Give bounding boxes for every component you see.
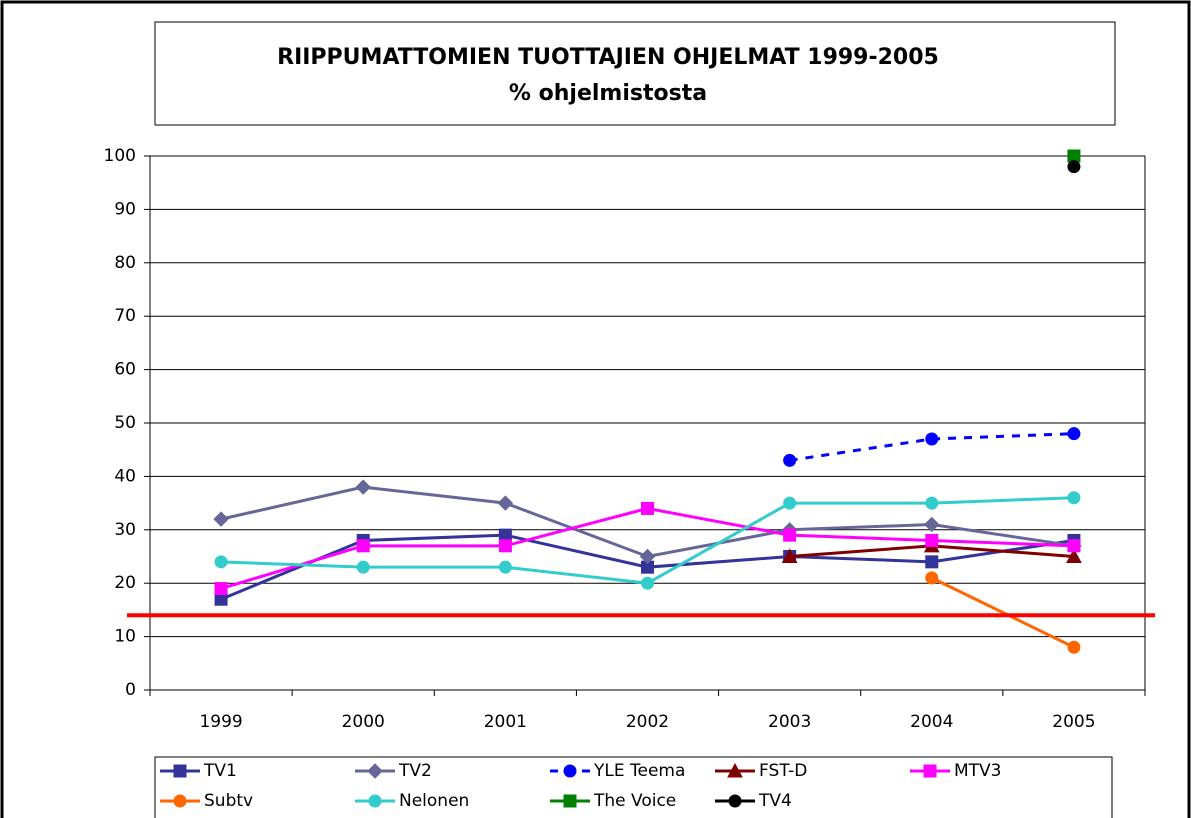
y-tick-label: 50	[114, 413, 136, 433]
x-tick-label: 2003	[768, 712, 811, 732]
legend-marker	[173, 764, 187, 778]
chart-title: RIIPPUMATTOMIEN TUOTTAJIEN OHJELMAT 1999…	[277, 45, 939, 70]
point	[924, 516, 940, 533]
point	[1066, 548, 1082, 563]
point	[214, 582, 228, 596]
point	[1067, 640, 1081, 654]
point	[783, 528, 797, 542]
y-tick-label: 30	[114, 520, 136, 540]
legend-box	[154, 756, 1113, 818]
point	[925, 571, 939, 585]
x-tick-label: 2005	[1052, 712, 1095, 732]
point	[925, 555, 939, 569]
point	[214, 555, 228, 569]
point	[925, 496, 939, 510]
point	[498, 560, 512, 574]
legend-marker	[727, 762, 743, 778]
point	[1067, 427, 1081, 441]
y-tick-label: 20	[114, 573, 136, 593]
y-tick-label: 90	[114, 199, 136, 219]
legend-label: TV1	[203, 761, 237, 781]
legend-marker	[368, 794, 382, 808]
point	[639, 548, 656, 565]
chart-subtitle: % ohjelmistosta	[509, 81, 707, 106]
x-tick-label: 2004	[910, 712, 953, 732]
legend-label: MTV3	[954, 761, 1002, 781]
y-tick-label: 70	[114, 306, 136, 326]
legend-marker	[563, 794, 577, 808]
y-tick-label: 60	[114, 360, 136, 380]
legend-label: Subtv	[204, 791, 253, 811]
y-tick-label: 40	[114, 466, 136, 486]
legend-marker	[563, 764, 577, 778]
series-line	[220, 506, 1074, 590]
y-tick-label: 10	[114, 627, 136, 647]
x-tick-label: 2000	[342, 712, 385, 732]
x-tick-label: 1999	[199, 712, 242, 732]
legend-marker	[923, 764, 937, 778]
legend-label: The Voice	[593, 791, 676, 811]
legend-label: Nelonen	[399, 791, 469, 811]
point	[1067, 491, 1081, 505]
series-line	[931, 576, 1075, 649]
legend-marker	[367, 763, 383, 779]
point	[1067, 160, 1081, 174]
point	[783, 496, 797, 510]
point	[356, 539, 370, 553]
x-tick-label: 2002	[626, 712, 669, 732]
legend-label: TV2	[398, 761, 432, 781]
point	[498, 539, 512, 553]
point	[356, 560, 370, 574]
point	[781, 548, 798, 563]
point	[497, 495, 514, 511]
point	[783, 453, 797, 467]
point	[641, 576, 654, 590]
legend-label: YLE Teema	[593, 761, 685, 781]
point	[1067, 539, 1081, 553]
y-tick-label: 100	[104, 146, 136, 166]
point	[355, 479, 371, 495]
legend-label: FST-D	[759, 761, 807, 781]
legend-marker	[728, 794, 742, 808]
legend-label: TV4	[758, 791, 792, 811]
legend-marker	[173, 794, 187, 808]
point	[925, 432, 939, 446]
point	[925, 533, 939, 547]
title-box	[154, 21, 1116, 126]
x-tick-label: 2001	[484, 712, 527, 732]
y-tick-label: 0	[125, 680, 136, 700]
point	[213, 511, 229, 527]
point	[641, 501, 654, 515]
y-tick-label: 80	[114, 253, 136, 273]
